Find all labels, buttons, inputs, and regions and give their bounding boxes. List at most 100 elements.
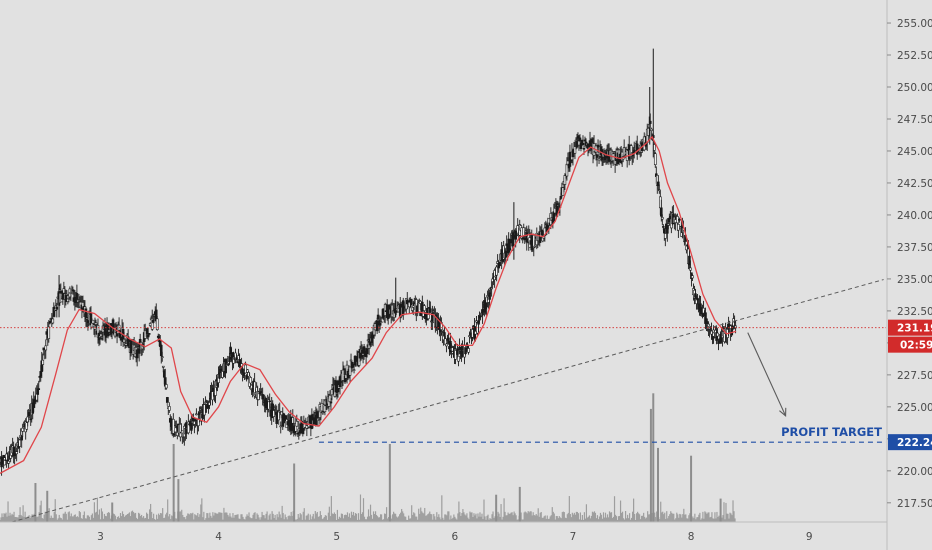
volume-bar (156, 514, 158, 522)
volume-bar (37, 516, 39, 522)
volume-bar (65, 513, 67, 522)
volume-bar (278, 511, 280, 522)
volume-bar (211, 517, 213, 522)
volume-bar (230, 516, 232, 522)
volume-bar (98, 509, 101, 522)
volume-bar (335, 519, 337, 522)
volume-bar (438, 514, 440, 522)
volume-bar (372, 511, 375, 522)
y-tick-label: 217.50 (897, 498, 932, 510)
trendline[interactable] (11, 279, 884, 523)
volume-bar (476, 518, 478, 522)
volume-bar (660, 501, 662, 522)
volume-bar (51, 517, 53, 522)
candle-body (419, 300, 422, 304)
volume-bar (93, 502, 95, 522)
volume-bar (28, 515, 30, 522)
volume-bar (163, 517, 165, 522)
projection-arrow[interactable] (747, 332, 787, 417)
volume-bar (197, 513, 199, 522)
volume-bar (564, 517, 566, 522)
candle-body (94, 322, 98, 325)
volume-bar (632, 511, 634, 522)
volume-bar (697, 517, 699, 522)
volume-bar (265, 513, 267, 522)
volume-bar (213, 515, 215, 522)
candle-body (249, 377, 252, 384)
volume-bar (431, 514, 433, 522)
volume-bar (525, 512, 527, 522)
volume-bar (362, 498, 365, 522)
volume-bar (274, 514, 276, 522)
x-tick-label: 9 (806, 531, 813, 543)
volume-bar (147, 513, 149, 522)
volume-bar (512, 515, 514, 522)
volume-bar (79, 512, 81, 522)
volume-bar (123, 516, 126, 522)
volume-bar (30, 515, 32, 522)
volume-bar (266, 511, 268, 522)
volume-bar (57, 518, 59, 522)
volume-spike (652, 393, 655, 522)
candle-body (232, 357, 235, 364)
volume-bar (410, 518, 412, 522)
volume-bar (459, 512, 461, 522)
volume-bar (397, 517, 399, 522)
volume-bar (8, 515, 10, 522)
volume-bar (379, 514, 382, 522)
volume-bar (565, 518, 567, 522)
volume-bar (64, 511, 66, 522)
volume-bar (555, 516, 557, 522)
volume-bar (460, 515, 462, 522)
volume-bar (600, 514, 603, 522)
volume-bar (171, 515, 173, 522)
candle-body (427, 314, 430, 319)
volume-bar (216, 513, 218, 522)
volume-bar (133, 513, 136, 522)
volume-bar (647, 511, 649, 522)
volume-bar (167, 499, 169, 522)
volume-bar (446, 515, 448, 522)
volume-bar (693, 518, 695, 522)
candle-body (490, 287, 493, 290)
volume-bar (628, 513, 631, 522)
candle-body (119, 336, 123, 341)
volume-bar (0, 517, 2, 522)
volume-bar (709, 517, 711, 522)
volume-bar (572, 514, 574, 522)
volume-bar (365, 519, 368, 522)
volume-bar (503, 498, 505, 522)
volume-bar (18, 514, 20, 522)
candle-body (107, 329, 111, 333)
volume-bar (386, 518, 389, 522)
price-axis[interactable] (887, 0, 932, 550)
volume-bar (411, 505, 413, 522)
volume-bar (603, 517, 606, 522)
volume-bar (391, 518, 393, 522)
candle-body (135, 349, 139, 359)
volume-bar (330, 496, 332, 522)
candle-body (341, 369, 345, 381)
volume-bar (217, 513, 219, 522)
candle-body (676, 216, 679, 224)
volume-bar (9, 512, 11, 522)
volume-bar (563, 512, 565, 522)
volume-bar (371, 518, 374, 522)
volume-bar (673, 513, 675, 522)
volume-bar (611, 518, 614, 522)
volume-bar (264, 518, 266, 522)
volume-bar (447, 511, 449, 522)
volume-bar (537, 508, 539, 522)
volume-bar (24, 511, 26, 522)
volume-bar (540, 512, 542, 522)
candle-body (279, 425, 283, 428)
current-price-value: 231.19 (897, 323, 932, 335)
volume-bar (458, 501, 460, 522)
y-tick-label: 240.00 (897, 210, 932, 222)
volume-bar (338, 516, 340, 522)
volume-bar (473, 513, 475, 522)
volume-bar (552, 511, 554, 522)
volume-bar (248, 512, 250, 522)
